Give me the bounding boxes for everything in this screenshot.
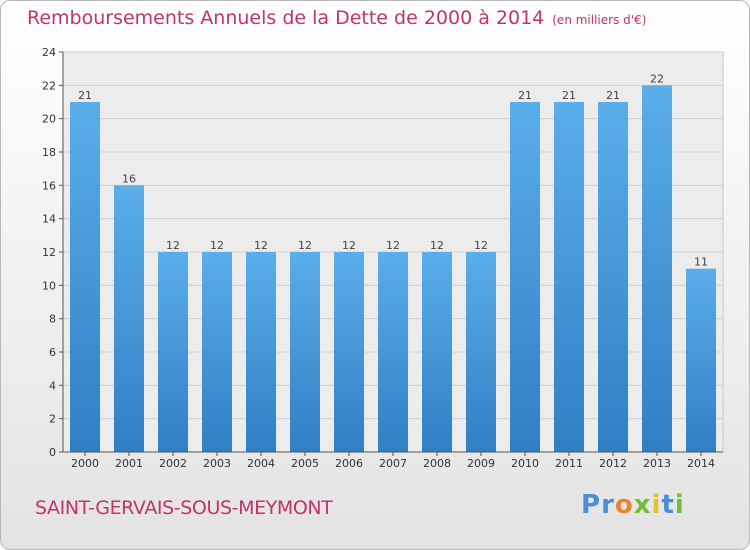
x-tick-label: 2002 [159, 457, 187, 470]
y-tick-label: 2 [49, 413, 56, 426]
bar-value-label: 21 [562, 89, 576, 102]
x-tick-label: 2013 [643, 457, 671, 470]
x-tick-label: 2003 [203, 457, 231, 470]
bar [554, 102, 584, 452]
y-tick-label: 8 [49, 313, 56, 326]
brand-letter: t [661, 490, 675, 520]
y-tick-label: 20 [42, 113, 56, 126]
y-tick-label: 22 [42, 79, 56, 92]
bar-value-label: 21 [518, 89, 532, 102]
bar [642, 85, 672, 452]
bar [422, 252, 452, 452]
chart-title: Remboursements Annuels de la Dette de 20… [27, 7, 646, 29]
x-tick-label: 2007 [379, 457, 407, 470]
chart-title-text: Remboursements Annuels de la Dette de 20… [27, 7, 545, 29]
y-tick-label: 12 [42, 246, 56, 259]
y-tick-label: 18 [42, 146, 56, 159]
bar-value-label: 12 [166, 239, 180, 252]
bar [202, 252, 232, 452]
bar [70, 102, 100, 452]
bar [246, 252, 276, 452]
y-tick-label: 4 [49, 379, 56, 392]
bar-value-label: 22 [650, 72, 664, 85]
bar [114, 185, 144, 453]
x-tick-label: 2010 [511, 457, 539, 470]
bar-value-label: 12 [210, 239, 224, 252]
brand-logo: Proxiti [581, 490, 685, 520]
bar [290, 252, 320, 452]
y-tick-label: 10 [42, 279, 56, 292]
brand-letter: i [674, 490, 685, 520]
x-tick-label: 2000 [71, 457, 99, 470]
y-tick-label: 6 [49, 346, 56, 359]
brand-letter: i [651, 490, 662, 520]
x-tick-label: 2012 [599, 457, 627, 470]
bar [378, 252, 408, 452]
bar-value-label: 21 [606, 89, 620, 102]
x-tick-label: 2011 [555, 457, 583, 470]
brand-letter: P [581, 490, 602, 520]
brand-letter: x [633, 490, 652, 520]
x-tick-label: 2009 [467, 457, 495, 470]
bar-value-label: 12 [386, 239, 400, 252]
bar [158, 252, 188, 452]
x-tick-label: 2006 [335, 457, 363, 470]
bar-value-label: 12 [298, 239, 312, 252]
bar [686, 268, 716, 452]
bar-value-label: 21 [78, 89, 92, 102]
y-tick-label: 0 [49, 446, 56, 459]
x-tick-label: 2008 [423, 457, 451, 470]
bar [510, 102, 540, 452]
y-tick-label: 16 [42, 179, 56, 192]
bar [466, 252, 496, 452]
bar-value-label: 12 [254, 239, 268, 252]
bar-value-label: 12 [430, 239, 444, 252]
bar-value-label: 16 [122, 172, 136, 185]
bar-value-label: 12 [342, 239, 356, 252]
chart-unit-note: (en milliers d'€) [552, 13, 647, 27]
x-tick-label: 2004 [247, 457, 275, 470]
x-tick-label: 2014 [687, 457, 715, 470]
brand-letter: r [601, 490, 615, 520]
x-tick-label: 2001 [115, 457, 143, 470]
y-tick-label: 24 [42, 46, 56, 59]
bar-value-label: 11 [694, 256, 708, 269]
x-tick-label: 2005 [291, 457, 319, 470]
brand-letter: o [614, 490, 634, 520]
bar [598, 102, 628, 452]
bar-value-label: 12 [474, 239, 488, 252]
commune-name: SAINT-GERVAIS-SOUS-MEYMONT [35, 497, 333, 519]
y-tick-label: 14 [42, 213, 56, 226]
bar [334, 252, 364, 452]
